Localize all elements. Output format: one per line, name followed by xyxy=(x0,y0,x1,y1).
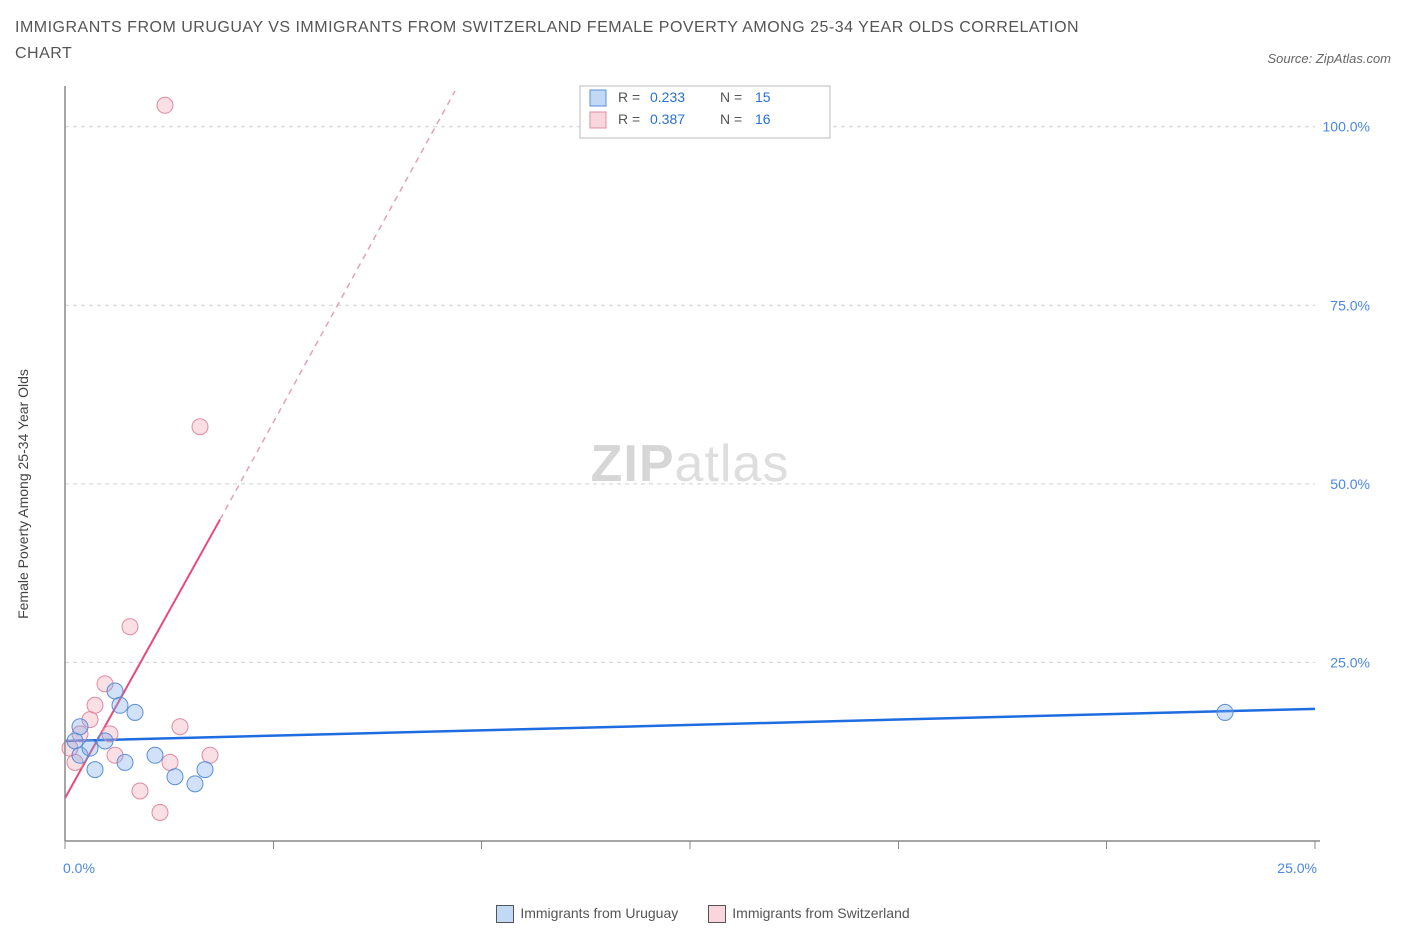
chart-title: IMMIGRANTS FROM URUGUAY VS IMMIGRANTS FR… xyxy=(15,15,1115,66)
svg-text:15: 15 xyxy=(755,89,771,105)
legend-swatch-pink xyxy=(708,905,726,923)
svg-text:16: 16 xyxy=(755,111,771,127)
chart-container: Female Poverty Among 25-34 Year Olds ZIP… xyxy=(15,71,1391,901)
y-axis-label: Female Poverty Among 25-34 Year Olds xyxy=(15,369,31,619)
legend-label: Immigrants from Uruguay xyxy=(520,905,678,921)
svg-text:75.0%: 75.0% xyxy=(1330,297,1370,313)
svg-text:25.0%: 25.0% xyxy=(1330,655,1370,671)
svg-text:R =: R = xyxy=(618,89,640,105)
svg-text:100.0%: 100.0% xyxy=(1323,119,1370,135)
legend-label: Immigrants from Switzerland xyxy=(732,905,909,921)
svg-text:0.0%: 0.0% xyxy=(63,860,95,876)
source-label: Source: ZipAtlas.com xyxy=(1267,51,1391,66)
svg-text:0.233: 0.233 xyxy=(650,89,685,105)
svg-text:25.0%: 25.0% xyxy=(1277,860,1317,876)
svg-text:R =: R = xyxy=(618,111,640,127)
svg-text:50.0%: 50.0% xyxy=(1330,476,1370,492)
legend-swatch-blue xyxy=(496,905,514,923)
legend-bottom: Immigrants from Uruguay Immigrants from … xyxy=(15,905,1391,923)
legend-item-switzerland: Immigrants from Switzerland xyxy=(708,905,909,923)
legend-item-uruguay: Immigrants from Uruguay xyxy=(496,905,678,923)
svg-text:0.387: 0.387 xyxy=(650,111,685,127)
svg-text:N =: N = xyxy=(720,89,742,105)
correlation-scatter-chart: ZIPatlas25.0%50.0%75.0%100.0%0.0%25.0%R … xyxy=(15,71,1391,901)
svg-text:N =: N = xyxy=(720,111,742,127)
